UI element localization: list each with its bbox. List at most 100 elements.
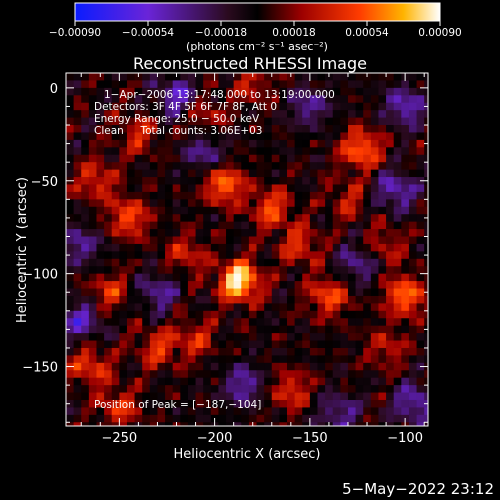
heatmap-cell [271, 385, 280, 393]
heatmap-cell [279, 177, 288, 185]
heatmap-cell [424, 281, 428, 289]
heatmap-cell [218, 266, 227, 275]
heatmap-cell [386, 333, 395, 341]
heatmap-cell [294, 87, 303, 96]
heatmap-cell [142, 169, 151, 178]
heatmap-cell [408, 236, 417, 245]
heatmap-cell [210, 206, 219, 215]
heatmap-cell [233, 102, 242, 111]
heatmap-cell [134, 110, 143, 118]
colorbar-tick-label: −0.00054 [122, 27, 175, 39]
heatmap-cell [142, 377, 151, 386]
heatmap-cell [279, 184, 288, 193]
heatmap-cell [401, 385, 410, 393]
heatmap-cell [66, 370, 75, 379]
heatmap-cell [126, 191, 135, 200]
heatmap-cell [73, 87, 82, 96]
heatmap-cell [386, 377, 395, 386]
heatmap-cell [264, 288, 273, 297]
heatmap-cell [248, 236, 257, 245]
heatmap-cell [363, 236, 372, 245]
heatmap-cell [172, 310, 181, 319]
heatmap-cell [363, 147, 372, 156]
heatmap-cell [126, 288, 135, 297]
heatmap-cell [126, 407, 135, 416]
heatmap-cell [325, 340, 334, 349]
heatmap-cell [317, 266, 326, 275]
heatmap-cell [378, 266, 387, 275]
heatmap-cell [287, 154, 296, 163]
heatmap-cell [172, 139, 181, 148]
heatmap-cell [355, 281, 364, 289]
heatmap-cell [309, 281, 318, 289]
heatmap-cell [408, 95, 417, 104]
heatmap-cell [81, 206, 90, 215]
heatmap-cell [401, 177, 410, 185]
heatmap-cell [355, 273, 364, 282]
heatmap-cell [317, 281, 326, 289]
heatmap-cell [66, 162, 75, 171]
heatmap-cell [378, 347, 387, 356]
heatmap-cell [111, 169, 120, 178]
heatmap-cell [81, 177, 90, 185]
heatmap-cell [378, 229, 387, 237]
heatmap-cell [88, 399, 97, 408]
heatmap-cell [401, 251, 410, 260]
heatmap-cell [370, 102, 379, 111]
heatmap-cell [233, 236, 242, 245]
heatmap-cell [248, 80, 257, 89]
heatmap-cell [248, 414, 257, 423]
x-axis: −250 −200 −150 −100 [80, 73, 425, 446]
heatmap-cell [302, 362, 311, 371]
heatmap-cell [340, 236, 349, 245]
heatmap-cell [325, 407, 334, 416]
heatmap-cell [248, 169, 257, 178]
heatmap-cell [149, 177, 158, 185]
heatmap-cell [88, 229, 97, 237]
heatmap-cell [264, 362, 273, 371]
heatmap-cell [294, 102, 303, 111]
heatmap-cell [81, 147, 90, 156]
heatmap-cell [81, 318, 90, 327]
heatmap-cell [66, 199, 75, 208]
heatmap-cell [81, 281, 90, 289]
heatmap-cell [279, 206, 288, 215]
heatmap-cell [287, 310, 296, 319]
heatmap-cell [386, 355, 395, 364]
heatmap-cell [210, 102, 219, 111]
heatmap-cell [66, 377, 75, 386]
heatmap-cell [172, 184, 181, 193]
heatmap-cell [355, 385, 364, 393]
heatmap-cell [66, 87, 75, 96]
heatmap-cell [386, 281, 395, 289]
heatmap-cell [172, 162, 181, 171]
heatmap-cell [271, 422, 280, 426]
heatmap-cell [104, 310, 113, 319]
heatmap-cell [233, 288, 242, 297]
heatmap-cell [172, 214, 181, 223]
heatmap-cell [279, 325, 288, 334]
heatmap-cell [271, 340, 280, 349]
heatmap-cell [408, 377, 417, 386]
heatmap-cell [203, 288, 212, 297]
heatmap-cell [363, 273, 372, 282]
heatmap-cell [119, 340, 128, 349]
heatmap-cell [81, 243, 90, 252]
heatmap-cell [340, 347, 349, 356]
heatmap-cell [355, 266, 364, 275]
heatmap-cell [393, 288, 402, 297]
heatmap-cell [111, 347, 120, 356]
heatmap-cell [241, 333, 250, 341]
heatmap-cell [424, 422, 428, 426]
heatmap-cell [218, 199, 227, 208]
heatmap-cell [157, 258, 166, 267]
heatmap-cell [287, 362, 296, 371]
heatmap-cell [355, 355, 364, 364]
heatmap-cell [195, 243, 204, 252]
heatmap-cell [279, 288, 288, 297]
heatmap-cell [287, 110, 296, 118]
heatmap-cell [134, 125, 143, 133]
heatmap-cell [187, 206, 196, 215]
heatmap-cell [294, 266, 303, 275]
heatmap-cell [248, 310, 257, 319]
